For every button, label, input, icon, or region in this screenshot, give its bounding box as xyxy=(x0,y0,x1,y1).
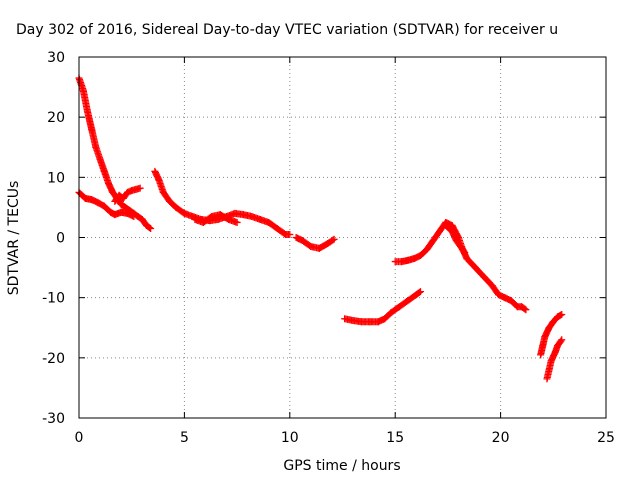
grid-lines xyxy=(79,57,606,418)
data-point xyxy=(522,306,530,314)
data-point xyxy=(329,236,337,244)
y-tick-label: -30 xyxy=(42,411,65,427)
data-point xyxy=(558,336,566,344)
data-point xyxy=(130,212,138,220)
data-point xyxy=(460,247,468,255)
x-tick-label: 25 xyxy=(597,430,615,446)
x-tick-label: 0 xyxy=(75,430,84,446)
plot-frame xyxy=(78,56,607,419)
series-track-3 xyxy=(151,167,294,238)
series-track-9 xyxy=(463,255,530,314)
data-point xyxy=(521,305,529,313)
data-point xyxy=(286,230,294,238)
series-track-1 xyxy=(75,188,138,220)
x-tick-label: 15 xyxy=(386,430,404,446)
data-point xyxy=(136,184,144,192)
series-track-10 xyxy=(537,311,566,359)
x-axis-label: GPS time / hours xyxy=(283,458,400,474)
y-tick-label: -10 xyxy=(42,291,65,307)
y-tick-label: 30 xyxy=(47,50,65,66)
chart-title: Day 302 of 2016, Sidereal Day-to-day VTE… xyxy=(16,22,558,38)
y-tick-label: 10 xyxy=(47,170,65,186)
series-track-2 xyxy=(111,184,144,205)
data-point xyxy=(330,235,338,243)
data-point xyxy=(146,224,154,232)
x-tick-label: 10 xyxy=(281,430,299,446)
axis-ticks: 0 5 10 15 20 25 -30 -20 -10 0 10 20 30 xyxy=(42,50,615,446)
data-point xyxy=(147,224,155,232)
series-track-6 xyxy=(341,288,424,326)
series-track-5 xyxy=(292,234,338,252)
data-point xyxy=(558,311,566,319)
y-tick-label: 20 xyxy=(47,110,65,126)
series-track-8 xyxy=(442,221,469,257)
data-point xyxy=(233,218,241,226)
x-tick-label: 5 xyxy=(180,430,189,446)
data-point xyxy=(461,249,469,257)
series-track-0 xyxy=(75,74,155,232)
y-tick-label: 0 xyxy=(56,231,65,247)
y-tick-label: -20 xyxy=(42,351,65,367)
x-tick-label: 20 xyxy=(492,430,510,446)
data-point xyxy=(557,337,565,345)
data-point xyxy=(415,288,423,296)
series-track-4 xyxy=(191,211,241,226)
data-points xyxy=(75,74,566,383)
series-track-11 xyxy=(543,336,566,383)
data-point xyxy=(416,288,424,296)
y-axis-label: SDTVAR / TECUs xyxy=(6,181,22,296)
